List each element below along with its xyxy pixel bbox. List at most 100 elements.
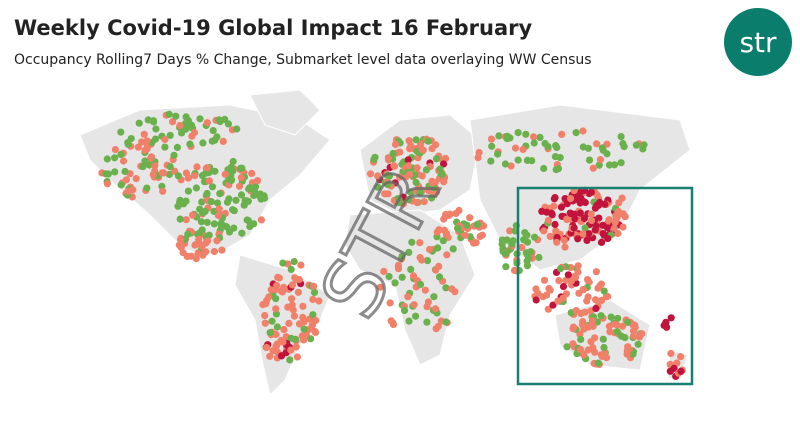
- dot: [183, 252, 191, 261]
- dot: [551, 194, 559, 202]
- dot: [634, 340, 642, 348]
- dot: [261, 319, 269, 327]
- dot: [619, 322, 627, 330]
- dot: [581, 224, 589, 232]
- dot: [268, 317, 276, 325]
- dot: [203, 164, 211, 172]
- dot: [561, 243, 569, 251]
- dot: [430, 293, 438, 301]
- dot: [499, 245, 507, 253]
- dot: [405, 137, 413, 145]
- dot: [235, 182, 244, 190]
- dot: [409, 272, 418, 280]
- dot: [178, 129, 186, 137]
- dot: [443, 251, 451, 259]
- dot: [424, 137, 432, 145]
- dot: [416, 189, 424, 197]
- dot: [111, 146, 119, 154]
- dot: [265, 293, 273, 301]
- dot: [546, 286, 554, 294]
- dot: [428, 179, 436, 187]
- dot: [432, 155, 441, 163]
- dot: [203, 119, 211, 127]
- dot: [165, 110, 173, 118]
- dot: [594, 359, 602, 367]
- dot: [132, 175, 140, 183]
- dot: [172, 112, 180, 120]
- dot: [286, 356, 294, 364]
- dot: [213, 237, 221, 245]
- dot: [383, 171, 391, 179]
- dot: [638, 330, 646, 338]
- dot: [275, 274, 283, 282]
- dot: [287, 265, 295, 273]
- dot: [677, 353, 685, 361]
- dot: [548, 211, 556, 219]
- dot: [139, 163, 147, 171]
- dot: [510, 266, 519, 274]
- dot: [211, 167, 219, 175]
- dot: [478, 231, 486, 239]
- dot: [498, 236, 506, 244]
- dot: [592, 268, 601, 276]
- dot: [410, 301, 418, 309]
- dot: [587, 216, 596, 225]
- dot: [227, 163, 235, 171]
- dot: [639, 145, 647, 153]
- dot: [442, 318, 450, 326]
- dot: [166, 163, 174, 171]
- dot: [186, 140, 194, 148]
- dot: [141, 157, 149, 165]
- dot: [607, 313, 615, 321]
- dot: [474, 154, 482, 162]
- dot: [617, 133, 625, 141]
- dot: [581, 308, 589, 316]
- dot: [543, 208, 551, 216]
- dot: [431, 305, 440, 313]
- dot: [253, 177, 262, 185]
- dot: [584, 144, 593, 152]
- dot: [207, 198, 215, 206]
- dot: [571, 273, 580, 282]
- dot: [564, 271, 572, 279]
- dot: [598, 352, 606, 360]
- dot: [152, 125, 160, 133]
- dot: [591, 334, 599, 342]
- dot: [176, 121, 184, 130]
- dot: [546, 232, 554, 241]
- dot: [619, 223, 627, 231]
- dot: [556, 265, 565, 273]
- dot: [544, 216, 553, 224]
- dot: [593, 191, 601, 199]
- dot: [284, 303, 292, 311]
- dot: [400, 306, 409, 315]
- dot: [103, 155, 111, 163]
- dot: [208, 183, 217, 191]
- dot: [294, 288, 302, 296]
- dot: [452, 209, 460, 218]
- dot: [102, 170, 110, 178]
- dot: [406, 170, 414, 179]
- dot: [553, 238, 561, 246]
- dot: [667, 314, 675, 322]
- dot: [585, 322, 593, 330]
- dot: [288, 295, 296, 303]
- dot: [598, 296, 606, 304]
- dot: [216, 190, 224, 198]
- dot: [176, 196, 184, 204]
- dot: [177, 243, 185, 251]
- dot: [563, 200, 571, 208]
- dot: [540, 164, 548, 173]
- dot: [182, 216, 190, 224]
- dot: [134, 143, 142, 151]
- dot: [248, 169, 256, 177]
- dot: [421, 286, 429, 294]
- dot: [117, 181, 125, 189]
- dot: [205, 177, 213, 185]
- dot: [238, 229, 246, 237]
- dot: [384, 181, 392, 189]
- dot: [559, 283, 568, 291]
- dot: [438, 170, 446, 178]
- dot: [210, 247, 218, 256]
- dot: [666, 367, 674, 375]
